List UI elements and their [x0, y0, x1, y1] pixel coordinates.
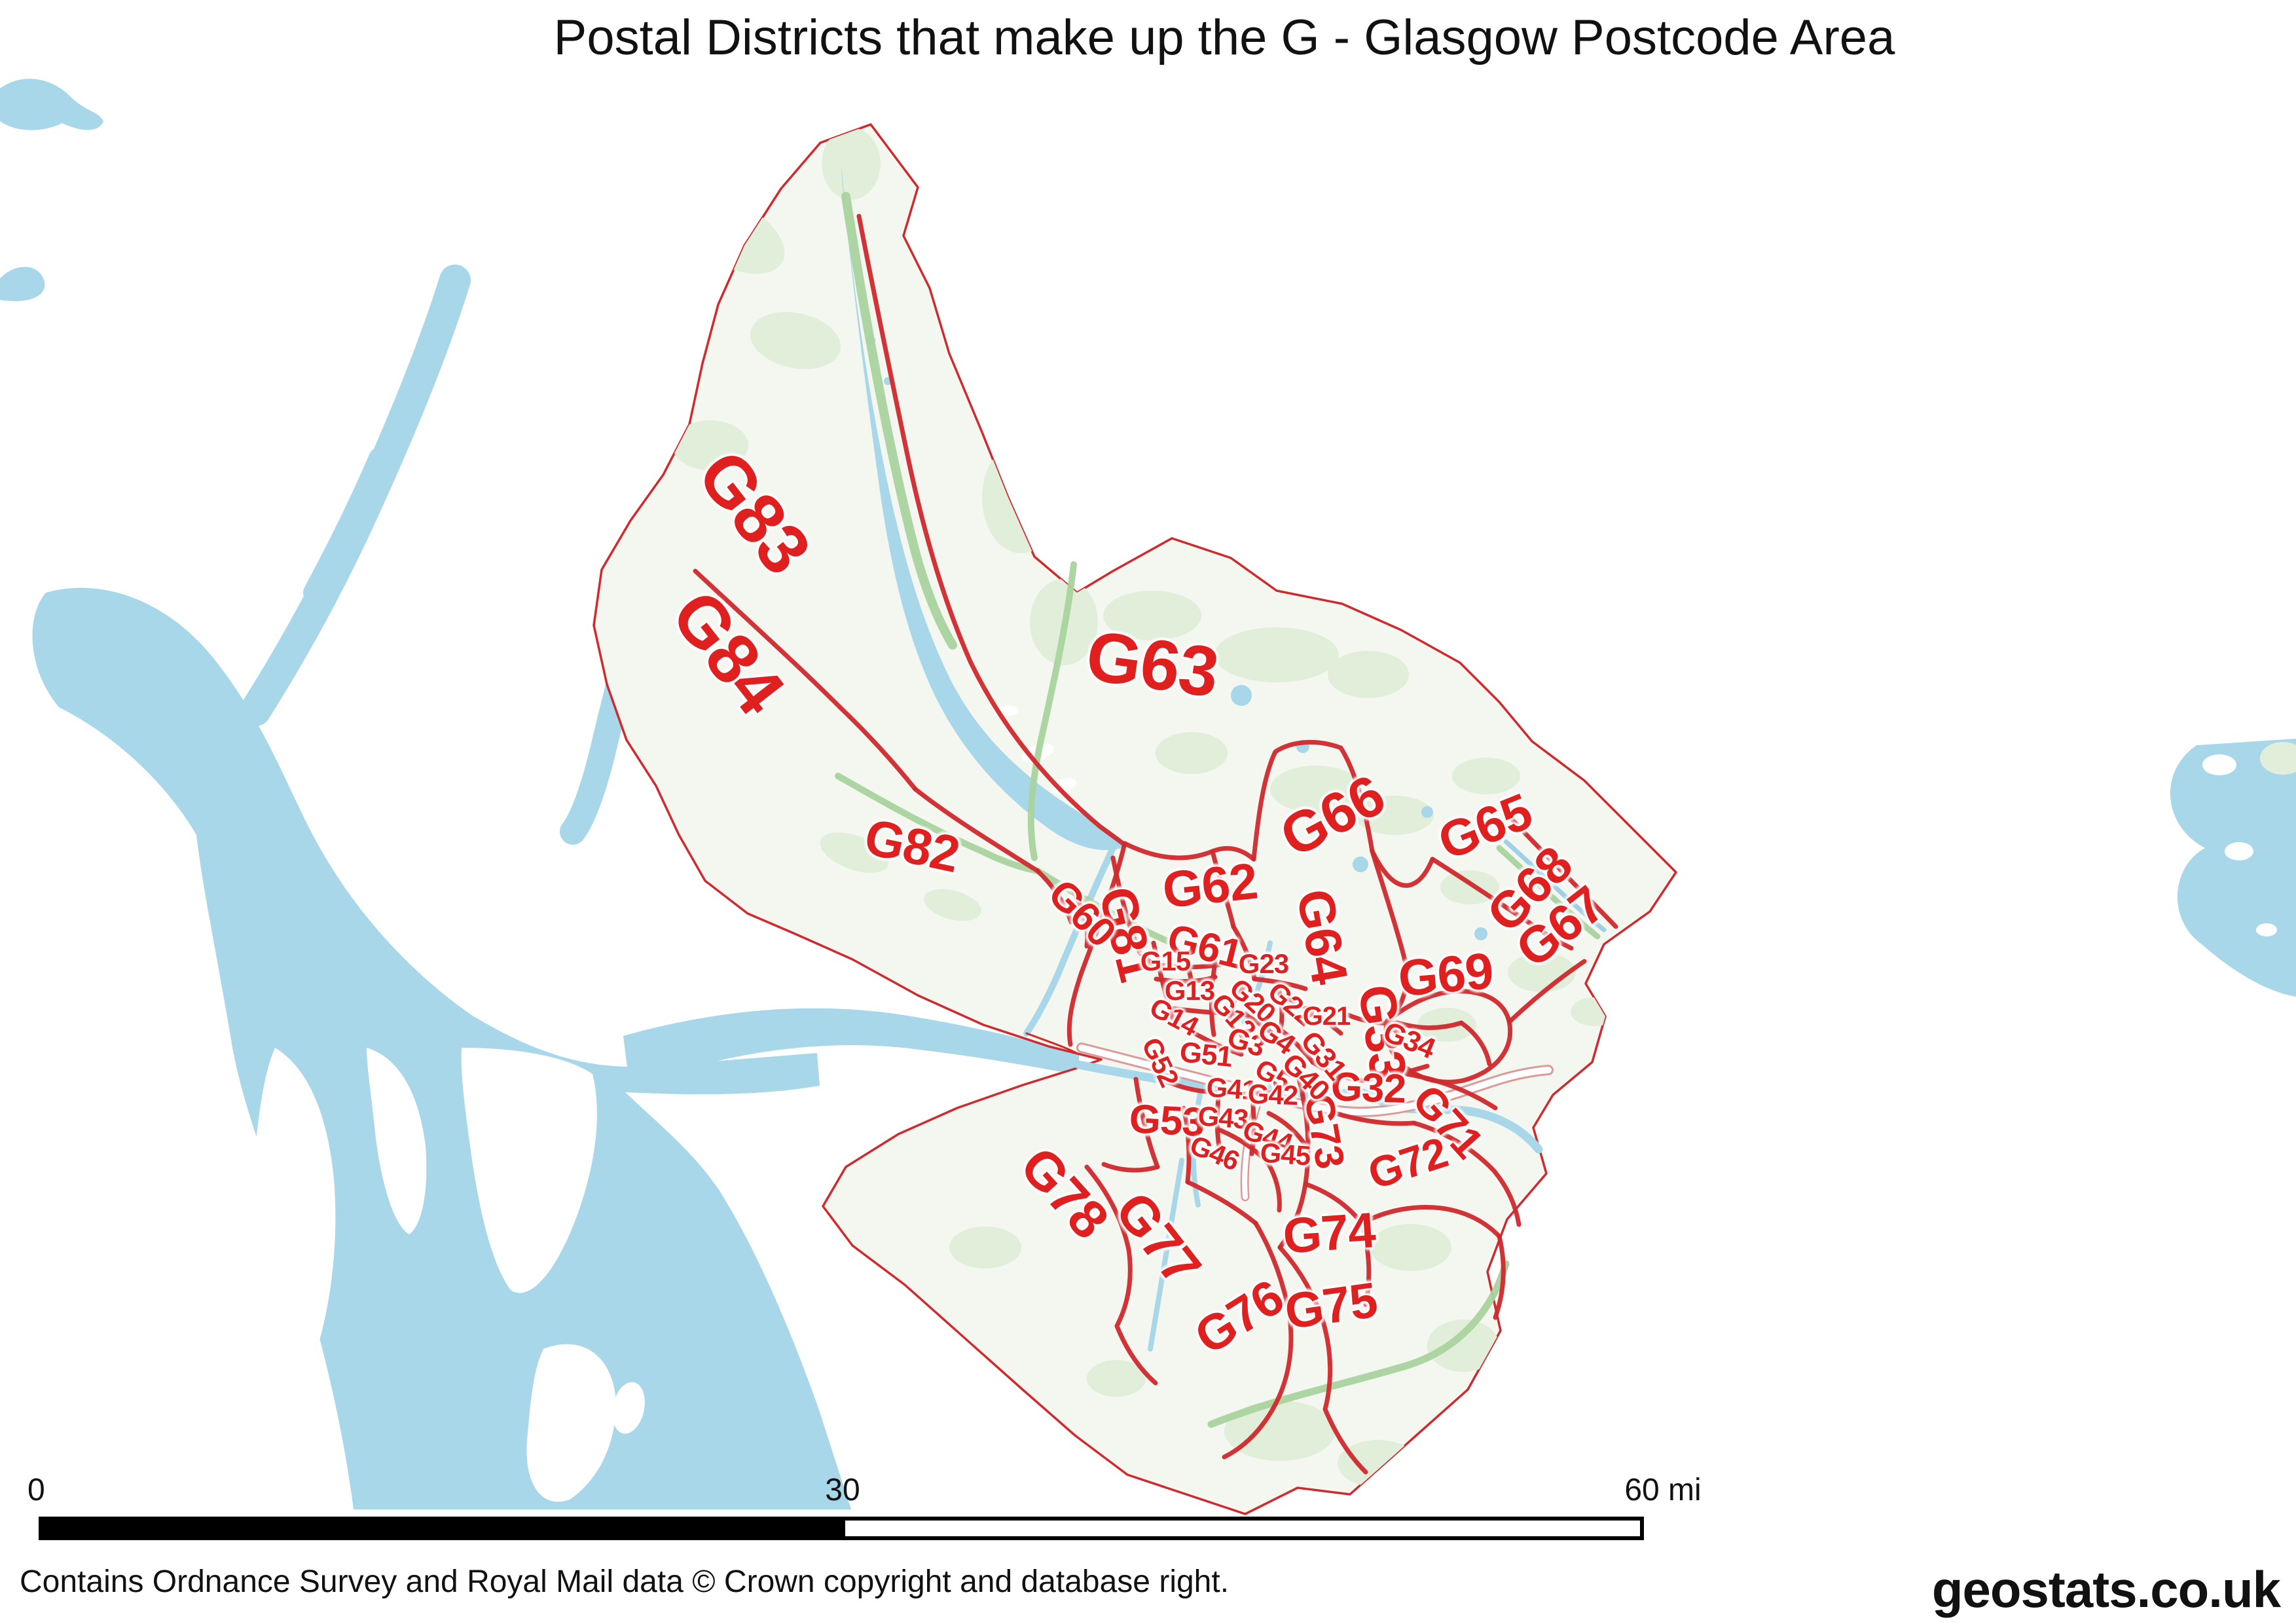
- river-g77: [1148, 1158, 1184, 1352]
- scale-tick-0: 0: [27, 1473, 45, 1507]
- clyde-estuary: [623, 1008, 1079, 1088]
- scale-bar-empty-segment: [841, 1517, 1644, 1540]
- green-right-edge: [2260, 742, 2296, 775]
- canal-g68: [1503, 839, 1607, 932]
- island-right-edge-3: [2202, 754, 2236, 775]
- cowal-finger-1: [251, 1048, 336, 1388]
- water-right-edge: [2170, 739, 2296, 997]
- page-title: Postal Districts that make up the G - Gl…: [553, 10, 1895, 65]
- scale-bar-filled-segment: [39, 1517, 841, 1540]
- small-loch-3: [1474, 927, 1487, 940]
- district-boundaries: [693, 213, 1618, 1475]
- small-loch-5: [1421, 806, 1433, 818]
- cowal-finger-3: [461, 1048, 597, 1293]
- geostats-logo: geostats.co.uk: [1931, 1560, 2281, 1618]
- scale-tick-60: 60 mi: [1624, 1473, 1702, 1507]
- river-leven: [1023, 845, 1116, 1037]
- river-cart: [1190, 1086, 1204, 1208]
- loch-lomond-island-3: [998, 705, 1019, 716]
- island-right-edge-2: [2256, 923, 2277, 936]
- outside-land: [251, 702, 2277, 1502]
- sea-water: [0, 79, 2296, 1510]
- isle-of-bute: [526, 1344, 616, 1502]
- loch-topleft-1: [0, 79, 103, 130]
- firth-of-clyde: [32, 587, 852, 1510]
- great-cumbrae: [612, 1382, 645, 1434]
- river-clyde-city: [1074, 1060, 1543, 1154]
- scale-tick-30: 30: [825, 1473, 860, 1507]
- rosneath-peninsula: [437, 702, 530, 981]
- cowal-finger-2: [367, 1048, 427, 1234]
- copyright-attribution: Contains Ordnance Survey and Royal Mail …: [20, 1564, 1230, 1599]
- postcode-area-outline: [592, 123, 1677, 1515]
- scale-bar: [39, 1517, 1644, 1540]
- small-loch-1: [1231, 685, 1252, 706]
- island-right-edge-1: [2225, 842, 2253, 860]
- loch-goil: [303, 447, 391, 604]
- loch-topleft-2: [0, 267, 45, 301]
- small-loch-2: [1353, 857, 1368, 872]
